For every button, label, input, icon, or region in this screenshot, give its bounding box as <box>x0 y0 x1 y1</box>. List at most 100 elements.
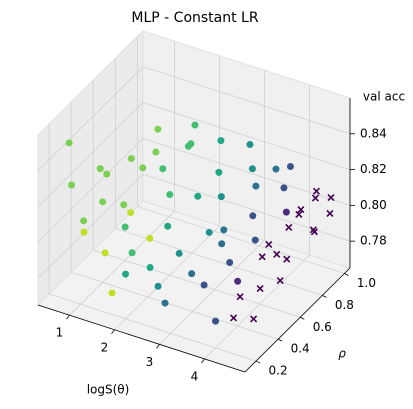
x-tick <box>66 314 70 320</box>
point <box>205 228 213 236</box>
point <box>80 228 88 236</box>
point <box>175 249 183 257</box>
point <box>246 140 254 148</box>
point <box>258 253 266 261</box>
z-tick-label: 0.84 <box>360 126 387 140</box>
point <box>101 249 109 257</box>
point <box>234 277 242 285</box>
grid-line <box>37 102 144 207</box>
panes <box>37 29 351 373</box>
point <box>120 201 128 209</box>
z-tick-label: 0.80 <box>360 198 387 212</box>
point <box>273 250 281 258</box>
point <box>68 181 76 189</box>
y-tick-label: 0.4 <box>291 342 310 356</box>
x-tick <box>111 329 115 335</box>
x-tick <box>156 344 160 349</box>
point <box>166 190 174 198</box>
point <box>249 212 257 220</box>
y-tick <box>344 273 349 276</box>
point <box>191 121 199 129</box>
point <box>312 187 321 195</box>
point <box>215 168 223 176</box>
x-tick-label: 4 <box>191 369 199 383</box>
y-tick-label: 1.0 <box>357 276 376 290</box>
point <box>276 276 284 285</box>
point <box>65 139 73 147</box>
y-axis-line <box>244 267 351 373</box>
x-tick <box>201 358 205 364</box>
y-tick <box>322 295 327 298</box>
grid-line <box>114 225 220 331</box>
grid-line <box>71 271 279 340</box>
x-axis-label: logS(θ) <box>87 383 130 397</box>
point <box>188 270 196 278</box>
point <box>220 226 228 234</box>
point <box>251 236 259 244</box>
z-tick-label: 0.82 <box>360 162 387 176</box>
point <box>164 222 172 230</box>
x-tick-label: 2 <box>101 340 109 354</box>
grid-line <box>37 173 144 279</box>
point <box>265 240 273 249</box>
point <box>128 249 136 257</box>
point <box>127 155 135 163</box>
point <box>217 193 225 201</box>
point <box>99 198 107 206</box>
point <box>146 263 154 271</box>
x-axis-line <box>37 304 246 373</box>
point <box>96 165 104 173</box>
point <box>256 285 264 293</box>
grid-line <box>159 240 265 345</box>
y-tick <box>277 338 283 342</box>
y-tick <box>300 316 305 320</box>
point <box>200 281 208 289</box>
point <box>194 192 202 200</box>
point <box>311 194 319 202</box>
grid-line <box>93 249 301 318</box>
point <box>236 293 244 301</box>
point <box>282 208 290 216</box>
point <box>326 209 334 217</box>
point <box>327 193 335 202</box>
point <box>161 299 169 307</box>
grid-line <box>37 138 144 243</box>
y-tick <box>255 360 261 364</box>
point <box>154 125 162 133</box>
z-tick-label: 0.78 <box>360 234 387 248</box>
grid-line <box>37 66 144 172</box>
point <box>217 137 225 145</box>
point <box>248 165 256 173</box>
y-axis-label: ρ <box>338 347 346 361</box>
point <box>146 234 154 242</box>
point <box>122 270 130 278</box>
point <box>159 165 167 173</box>
point <box>297 206 305 214</box>
point <box>108 289 116 297</box>
point <box>226 259 234 267</box>
y-tick-label: 0.8 <box>335 298 354 312</box>
y-tick-label: 0.2 <box>269 364 288 378</box>
point <box>139 164 147 172</box>
chart-title: MLP - Constant LR <box>131 10 258 26</box>
point <box>295 210 303 219</box>
grid-line <box>142 137 351 206</box>
point <box>152 148 160 156</box>
point <box>272 165 280 173</box>
grid-line <box>48 293 257 362</box>
point <box>80 217 88 225</box>
point <box>121 223 129 231</box>
y-tick-label: 0.6 <box>313 320 332 334</box>
grid-line <box>204 254 310 360</box>
point <box>229 314 238 322</box>
point <box>127 209 135 217</box>
x-tick-label: 1 <box>56 326 64 340</box>
point <box>252 182 260 190</box>
x-tick-label: 3 <box>146 355 154 369</box>
point <box>285 223 293 232</box>
point <box>154 282 162 290</box>
point <box>286 163 294 171</box>
grid-line <box>142 66 351 135</box>
